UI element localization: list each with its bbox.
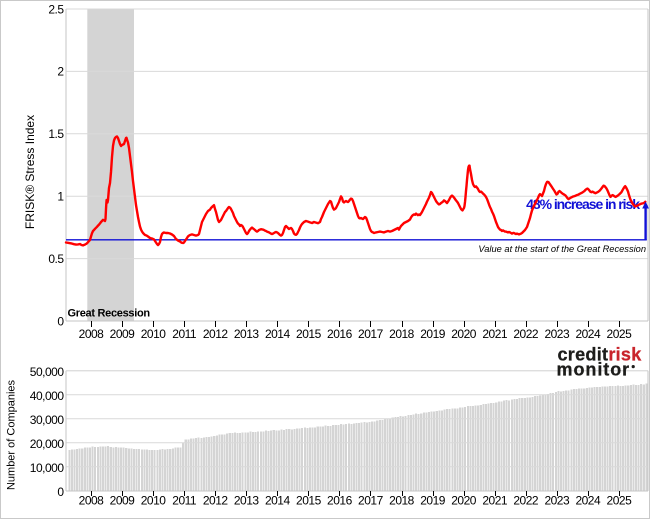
svg-text:Great Recession: Great Recession xyxy=(68,308,151,320)
svg-text:2010: 2010 xyxy=(141,494,167,508)
svg-text:0: 0 xyxy=(57,314,64,328)
svg-text:2014: 2014 xyxy=(265,327,291,341)
svg-text:30,000: 30,000 xyxy=(30,413,65,427)
svg-text:2016: 2016 xyxy=(327,327,353,341)
svg-text:20,000: 20,000 xyxy=(30,437,65,451)
svg-text:Value at the start of the Grea: Value at the start of the Great Recessio… xyxy=(478,244,646,254)
svg-text:2010: 2010 xyxy=(141,327,167,341)
svg-text:creditrisk: creditrisk xyxy=(558,344,643,364)
svg-text:10,000: 10,000 xyxy=(30,461,65,475)
svg-text:2011: 2011 xyxy=(172,494,197,508)
svg-text:Number of Companies: Number of Companies xyxy=(6,379,18,490)
svg-text:2011: 2011 xyxy=(172,327,197,341)
svg-text:2015: 2015 xyxy=(296,327,322,341)
svg-text:2025: 2025 xyxy=(607,494,633,508)
svg-text:2008: 2008 xyxy=(79,327,105,341)
svg-text:2009: 2009 xyxy=(110,494,136,508)
svg-text:2.5: 2.5 xyxy=(48,2,64,16)
svg-text:0.5: 0.5 xyxy=(48,252,64,266)
svg-text:1: 1 xyxy=(57,190,64,204)
svg-text:FRISK® Stress Index: FRISK® Stress Index xyxy=(23,115,37,229)
svg-text:40,000: 40,000 xyxy=(30,389,65,403)
svg-text:2024: 2024 xyxy=(575,327,601,341)
svg-text:1.5: 1.5 xyxy=(48,127,64,141)
svg-text:2012: 2012 xyxy=(203,494,229,508)
svg-text:2017: 2017 xyxy=(358,494,384,508)
svg-text:2009: 2009 xyxy=(110,327,136,341)
svg-text:2014: 2014 xyxy=(265,494,291,508)
svg-text:2022: 2022 xyxy=(513,327,539,341)
svg-text:2012: 2012 xyxy=(203,327,229,341)
svg-text:2025: 2025 xyxy=(607,327,633,341)
svg-text:48% increase in risk: 48% increase in risk xyxy=(526,196,640,212)
svg-text:2023: 2023 xyxy=(544,327,570,341)
svg-text:2: 2 xyxy=(57,65,64,79)
svg-text:2020: 2020 xyxy=(451,327,477,341)
svg-text:monitor: monitor xyxy=(557,359,631,379)
svg-text:2013: 2013 xyxy=(234,494,260,508)
svg-text:2013: 2013 xyxy=(234,327,260,341)
svg-text:2021: 2021 xyxy=(482,494,508,508)
svg-text:2008: 2008 xyxy=(79,494,105,508)
svg-text:50,000: 50,000 xyxy=(30,365,65,379)
svg-text:2018: 2018 xyxy=(389,327,415,341)
svg-text:2023: 2023 xyxy=(544,494,570,508)
svg-text:2022: 2022 xyxy=(513,494,539,508)
svg-text:2021: 2021 xyxy=(482,327,508,341)
svg-text:2016: 2016 xyxy=(327,494,353,508)
svg-text:0: 0 xyxy=(57,485,64,499)
svg-text:2018: 2018 xyxy=(389,494,415,508)
svg-text:2019: 2019 xyxy=(420,494,446,508)
svg-text:2020: 2020 xyxy=(451,494,477,508)
svg-text:2017: 2017 xyxy=(358,327,384,341)
svg-text:2024: 2024 xyxy=(575,494,601,508)
svg-text:2019: 2019 xyxy=(420,327,446,341)
svg-text:2015: 2015 xyxy=(296,494,322,508)
